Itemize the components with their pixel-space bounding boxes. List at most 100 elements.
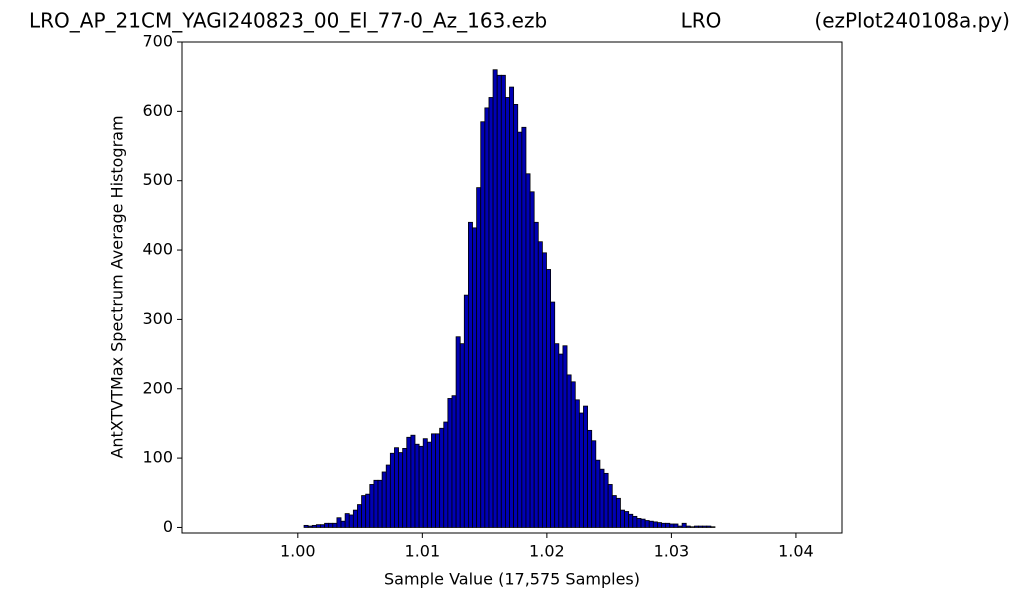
bar <box>398 452 404 528</box>
bar <box>689 526 695 528</box>
bar <box>447 398 453 528</box>
bar <box>615 497 621 528</box>
bar <box>517 131 523 528</box>
y-tick-label: 500 <box>142 170 173 189</box>
bar <box>352 509 358 528</box>
bar <box>554 343 560 528</box>
x-axis-label: Sample Value (17,575 Samples) <box>384 570 640 589</box>
bar <box>484 107 490 528</box>
bar <box>566 374 572 528</box>
bar <box>550 301 556 528</box>
bar <box>480 121 486 528</box>
bar <box>394 447 399 528</box>
bar <box>685 525 691 528</box>
bar <box>389 452 395 528</box>
bar <box>328 522 334 528</box>
bar <box>418 445 424 528</box>
bar <box>533 221 539 528</box>
bar <box>402 447 408 528</box>
bar <box>546 269 552 528</box>
bar <box>439 427 445 528</box>
bar <box>463 294 469 528</box>
bar <box>558 353 564 528</box>
bar <box>373 479 379 528</box>
bar <box>332 522 338 528</box>
bar <box>698 525 704 528</box>
plot-frame <box>181 41 843 534</box>
bar <box>315 524 321 528</box>
bar <box>492 69 498 528</box>
bar <box>455 336 461 528</box>
bar <box>431 433 436 528</box>
bar <box>710 526 716 528</box>
bar <box>340 520 346 528</box>
chart-title-script: (ezPlot240108a.py) <box>814 9 1010 33</box>
x-tick-label: 1.03 <box>654 542 690 561</box>
bar <box>529 191 535 528</box>
bar <box>599 468 605 528</box>
bar <box>525 173 531 528</box>
y-tick-label: 300 <box>142 309 173 328</box>
bar <box>365 493 371 528</box>
bar <box>591 440 597 528</box>
bar <box>406 436 412 528</box>
bar <box>451 395 457 528</box>
bar <box>369 484 375 528</box>
bar <box>320 524 325 528</box>
bar <box>435 433 441 528</box>
bar <box>628 513 634 528</box>
bar <box>652 521 658 528</box>
bar <box>595 459 601 528</box>
bar <box>632 515 638 528</box>
bar <box>673 523 679 528</box>
bar <box>661 522 667 528</box>
bar <box>357 504 362 528</box>
y-tick-label: 0 <box>163 517 173 536</box>
bar <box>488 97 494 528</box>
bar <box>336 517 342 528</box>
bar <box>443 421 449 528</box>
bar <box>422 438 428 528</box>
bar <box>324 522 330 528</box>
bar <box>307 525 313 528</box>
x-tick-label: 1.01 <box>405 542 441 561</box>
bar <box>541 252 547 528</box>
bar <box>665 522 671 528</box>
bar <box>574 399 580 528</box>
bar <box>669 523 675 528</box>
y-axis-label: AntXTVTMax Spectrum Average Histogram <box>108 115 127 458</box>
bar <box>476 187 482 528</box>
bar <box>648 520 654 528</box>
chart-title-site: LRO <box>681 9 722 33</box>
bar <box>587 429 593 528</box>
y-tick-label: 100 <box>142 448 173 467</box>
bar <box>504 97 510 528</box>
bar <box>694 525 699 528</box>
bar <box>677 525 683 528</box>
y-tick-label: 400 <box>142 240 173 259</box>
y-tick-label: 600 <box>142 101 173 120</box>
bar <box>702 525 708 528</box>
bar <box>426 441 432 528</box>
bar <box>348 514 354 528</box>
bar <box>640 518 646 528</box>
bar <box>459 343 465 528</box>
y-tick-label: 700 <box>142 32 173 51</box>
bar <box>624 511 630 528</box>
y-tick-label: 200 <box>142 378 173 397</box>
bar <box>681 522 687 528</box>
bar <box>607 484 613 528</box>
x-tick-label: 1.04 <box>778 542 814 561</box>
bar <box>603 472 609 528</box>
bar <box>377 479 383 528</box>
bar <box>468 221 473 528</box>
bar <box>344 513 350 528</box>
bar <box>303 524 309 528</box>
bar <box>385 464 391 528</box>
bar <box>410 434 416 528</box>
bar <box>636 518 642 528</box>
bar <box>537 241 543 528</box>
bar <box>583 405 588 528</box>
bar <box>513 104 519 528</box>
